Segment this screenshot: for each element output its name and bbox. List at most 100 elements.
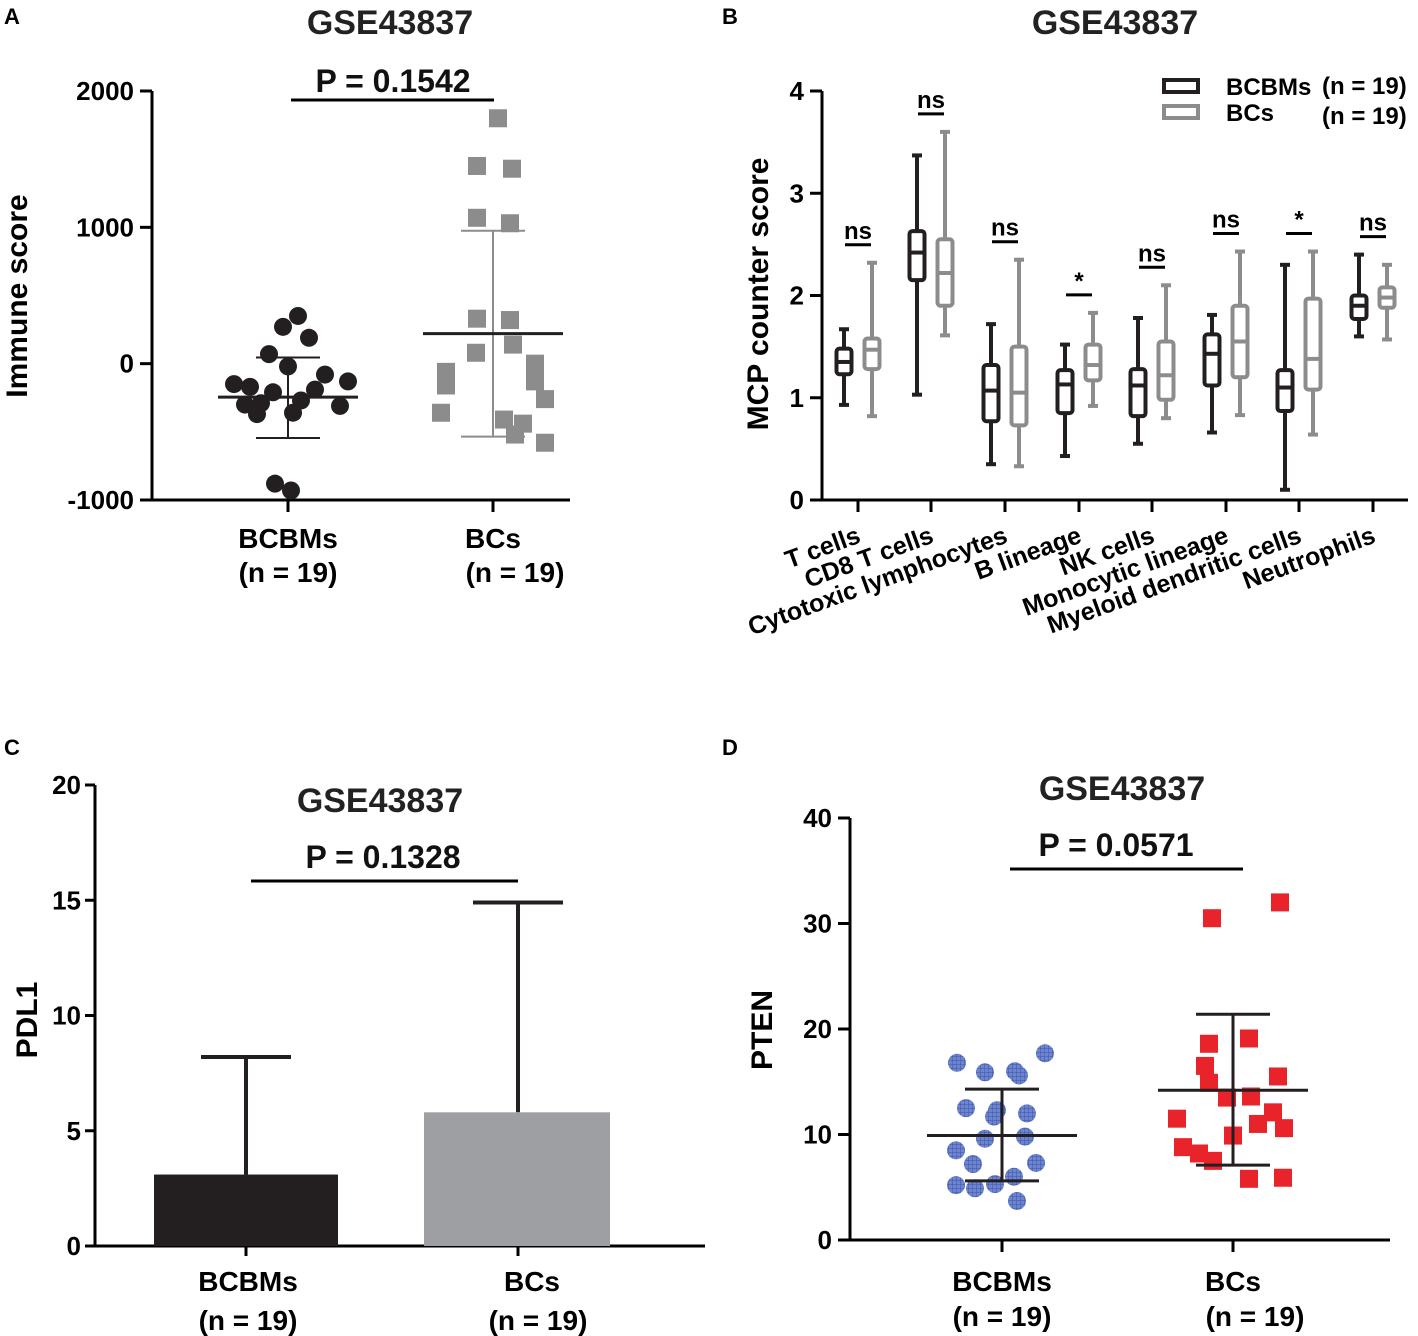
- panel-a-category-bcbms-n: (n = 19): [239, 557, 338, 588]
- panel-b-box-bcs: [1009, 344, 1029, 428]
- panel-d-point-bcs: [1196, 1056, 1214, 1075]
- panel-b-significance-label: ns: [844, 218, 872, 245]
- panel-b-y-tick-label: 2: [790, 281, 804, 311]
- panel-d-point-bcs: [1275, 1119, 1293, 1138]
- panel-b-significance-label: *: [1294, 207, 1304, 234]
- panel-a-point-bcs: [468, 309, 486, 328]
- panel-a-point-bcbms: [300, 328, 318, 347]
- panel-letter-c: C: [4, 735, 20, 760]
- panel-d-y-tick-label: 10: [803, 1120, 832, 1150]
- panel-b-y-tick-label: 3: [790, 178, 804, 208]
- panel-a-p-value: P = 0.1542: [315, 63, 470, 99]
- panel-c-p-value: P = 0.1328: [305, 839, 460, 875]
- panel-a-point-bcbms: [266, 474, 284, 493]
- panel-a-point-bcbms: [339, 372, 357, 391]
- panel-d-point-bcs: [1203, 909, 1221, 928]
- legend-swatch-bcbms: [1162, 78, 1200, 94]
- panel-b-box-bcs: [1083, 342, 1103, 383]
- panel-a-point-bcs: [526, 372, 544, 391]
- panel-b-y-tick-label: 1: [790, 383, 804, 413]
- panel-b-box-bcs: [1156, 339, 1176, 402]
- panel-a-point-bcbms: [284, 403, 302, 422]
- panel-b-significance-label: ns: [1212, 207, 1240, 234]
- panel-d-point-bcbms: [1036, 1044, 1054, 1063]
- panel-b-title: GSE43837: [1032, 4, 1198, 42]
- panel-d-p-value: P = 0.0571: [1038, 827, 1193, 863]
- panel-b-box-bcbms: [1275, 368, 1295, 414]
- panel-d-point-bcbms: [976, 1129, 994, 1148]
- panel-a-point-bcs: [501, 311, 519, 330]
- panel-d-point-bcs: [1240, 1169, 1258, 1188]
- panel-a-point-bcs: [526, 354, 544, 373]
- panel-a-point-bcs: [467, 343, 485, 362]
- panel-letter-d: D: [722, 735, 738, 760]
- panel-a-point-bcbms: [225, 375, 243, 394]
- panel-c-y-tick-label: 20: [52, 770, 81, 800]
- panel-b-box-bcbms: [1202, 332, 1222, 388]
- legend-label-bcs: BCs: [1226, 100, 1274, 127]
- panel-d-point-bcbms: [1008, 1191, 1026, 1210]
- panel-a-point-bcbms: [331, 396, 349, 415]
- panel-d-point-bcbms: [985, 1107, 1003, 1126]
- panel-d-point-bcbms: [1010, 1066, 1028, 1085]
- panel-d-category-bcbms-n: (n = 19): [953, 1301, 1052, 1332]
- panel-a-point-bcs: [437, 362, 455, 381]
- panel-b-significance-label: ns: [1138, 240, 1166, 267]
- legend-n-bcs: (n = 19): [1322, 103, 1407, 130]
- panel-a-point-bcs: [437, 376, 455, 395]
- panel-d-point-bcs: [1200, 1073, 1218, 1092]
- panel-a-point-bcbms: [236, 395, 254, 414]
- panel-letter-a: A: [4, 4, 20, 29]
- panel-a-point-bcs: [432, 403, 450, 422]
- panel-c-bar-bcbms: [154, 1174, 338, 1246]
- panel-d-point-bcs: [1264, 1103, 1282, 1122]
- panel-c-y-tick-label: 0: [67, 1231, 81, 1261]
- panel-a-point-bcbms: [282, 481, 300, 500]
- panel-d-point-bcs: [1190, 1144, 1208, 1163]
- panel-d-y-tick-label: 0: [818, 1225, 832, 1255]
- panel-b-significance-label: *: [1074, 268, 1084, 295]
- panel-d-point-bcbms: [976, 1063, 994, 1082]
- panel-c-category-bcbms-n: (n = 19): [199, 1305, 298, 1336]
- panel-d-category-bcs: BCs: [1205, 1266, 1261, 1297]
- panel-d-point-bcs: [1271, 893, 1289, 912]
- panel-d-point-bcs: [1269, 1067, 1287, 1086]
- panel-c-category-bcs: BCs: [504, 1266, 560, 1297]
- panel-b-box-bcs: [862, 336, 882, 372]
- panel-a-y-tick-label: 2000: [76, 76, 134, 106]
- panel-d-point-bcbms: [1018, 1104, 1036, 1123]
- panel-c-y-tick-label: 15: [52, 885, 81, 915]
- panel-a-y-axis-label: Immune score: [1, 194, 34, 397]
- panel-a-y-tick-label: 0: [120, 349, 134, 379]
- panel-d-category-bcs-n: (n = 19): [1206, 1301, 1305, 1332]
- panel-a-category-bcs-n: (n = 19): [466, 557, 565, 588]
- panel-a-point-bcs: [489, 109, 507, 128]
- panel-b-significance-label: ns: [991, 215, 1019, 242]
- panel-d-point-bcs: [1249, 1114, 1267, 1133]
- panel-d-point-bcbms: [947, 1141, 965, 1160]
- panel-b-box-bcbms: [907, 229, 927, 283]
- panel-a-point-bcbms: [306, 380, 324, 399]
- panel-d-category-bcbms: BCBMs: [952, 1266, 1052, 1297]
- panel-b-box-bcbms: [981, 363, 1001, 424]
- panel-c-category-bcbms: BCBMs: [198, 1266, 298, 1297]
- panel-a-immune-score-scatter: GSE43837 P = 0.1542 Immune score BCBMs (…: [1, 4, 570, 588]
- panel-c-y-axis-label: PDL1: [11, 982, 44, 1059]
- panel-a-point-bcs: [504, 335, 522, 354]
- panel-a-point-bcbms: [279, 357, 297, 376]
- panel-c-bar-bcs: [424, 1112, 610, 1246]
- panel-a-point-bcbms: [289, 306, 307, 325]
- panel-d-point-bcs: [1240, 1029, 1258, 1048]
- panel-a-y-tick-label: 1000: [76, 212, 134, 242]
- panel-c-title: GSE43837: [297, 782, 463, 820]
- panel-a-point-bcs: [506, 425, 524, 444]
- panel-b-significance-label: ns: [917, 87, 945, 114]
- panel-c-y-tick-label: 10: [52, 1001, 81, 1031]
- panel-a-point-bcbms: [241, 377, 259, 396]
- panel-d-point-bcs: [1174, 1138, 1192, 1157]
- panel-d-point-bcbms: [957, 1099, 975, 1118]
- panel-a-title: GSE43837: [307, 4, 473, 42]
- panel-d-point-bcs: [1200, 1034, 1218, 1053]
- panel-b-box-bcbms: [1128, 367, 1148, 419]
- panel-d-y-tick-label: 30: [803, 909, 832, 939]
